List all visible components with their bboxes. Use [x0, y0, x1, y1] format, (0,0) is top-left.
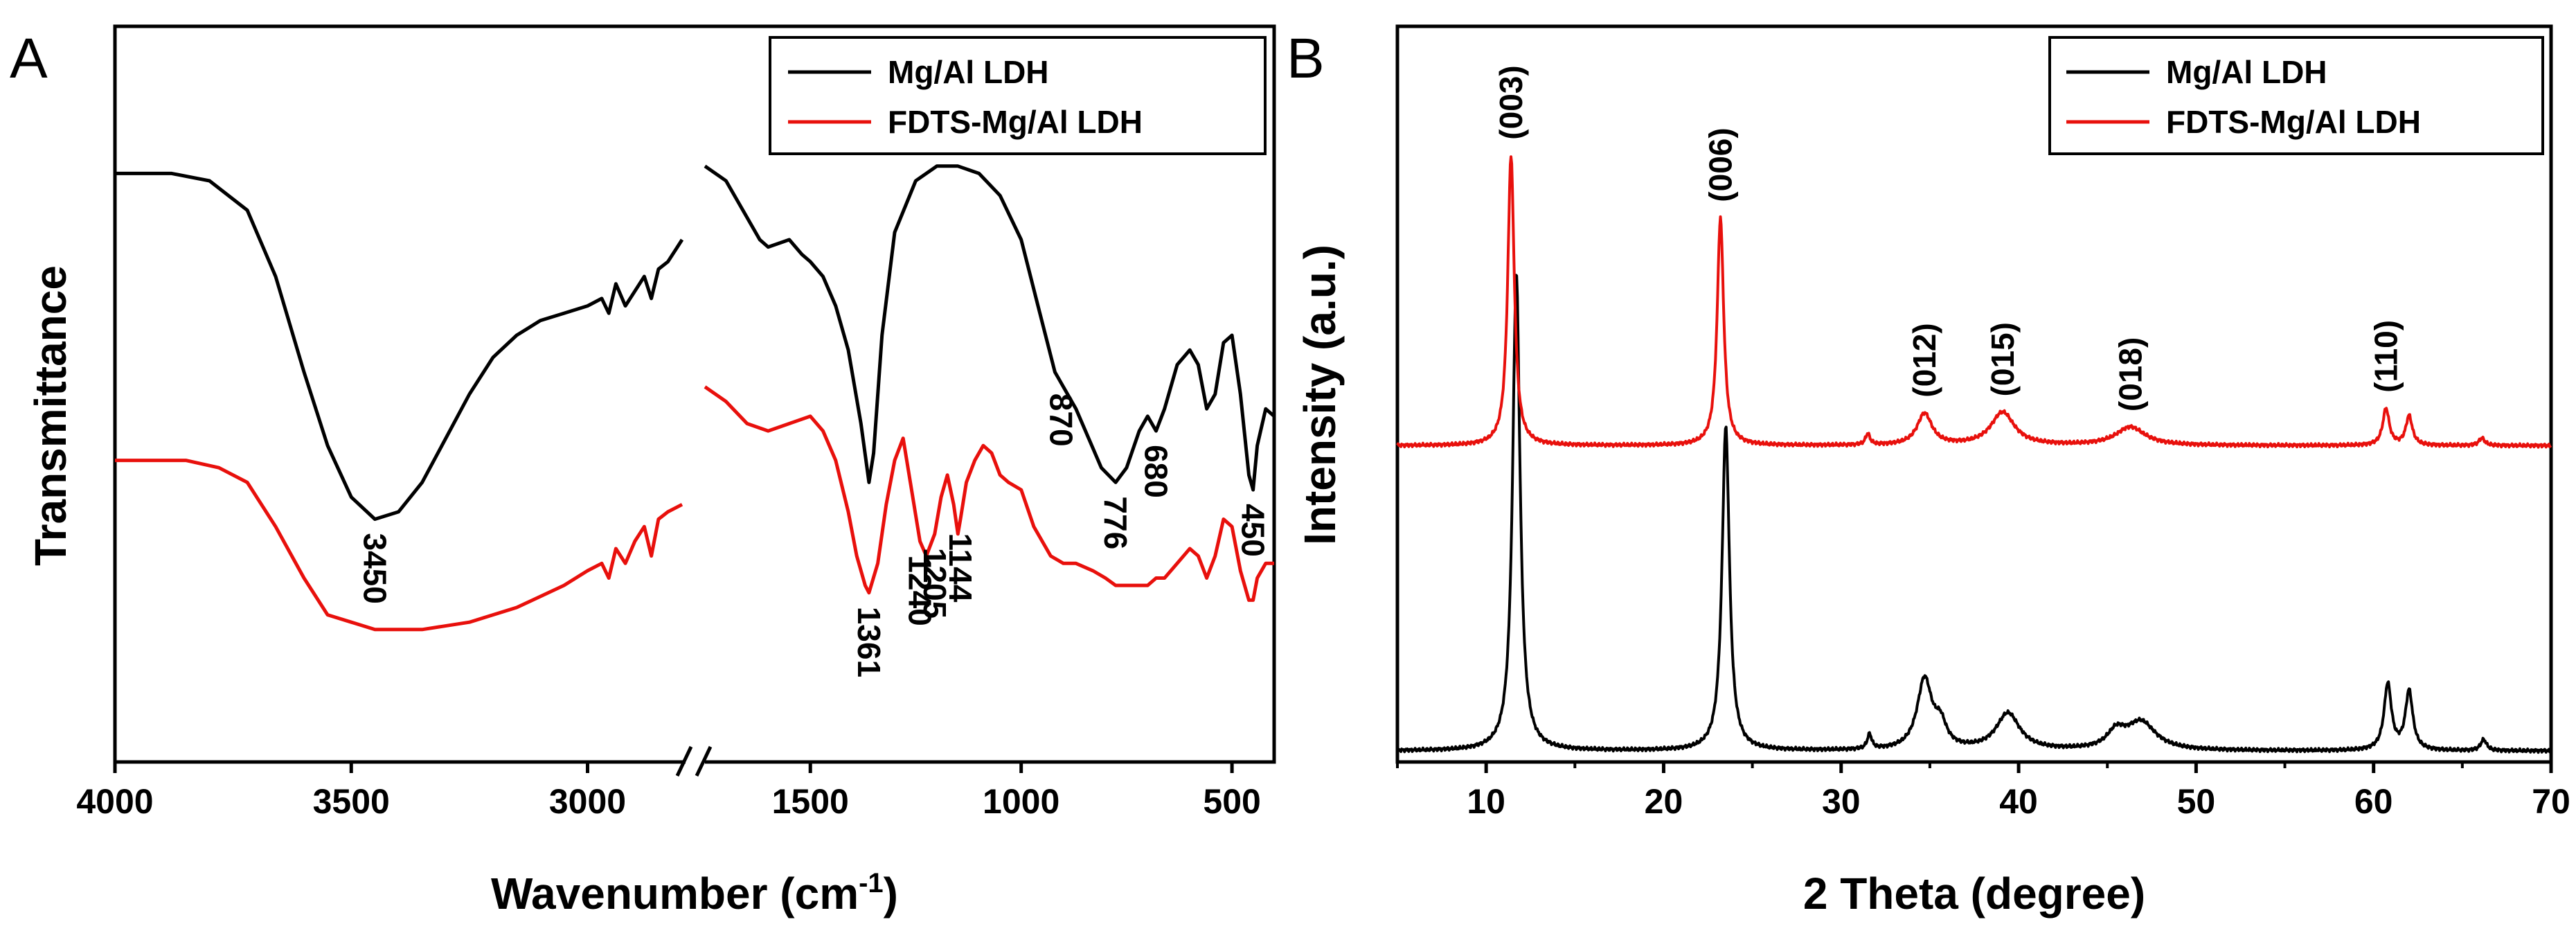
x-tick-label-1000: 1000	[983, 782, 1059, 821]
panel-a-y-axis-title: Transmittance	[26, 265, 75, 566]
peak-label-003: (003)	[1493, 65, 1529, 139]
x-tick-label-30: 30	[1822, 782, 1861, 821]
x-tick-label-40: 40	[1999, 782, 2038, 821]
x-tick-label-500: 500	[1203, 782, 1260, 821]
annotation-3450: 3450	[357, 533, 393, 604]
series-line-mg-al-ldh-segment-2	[704, 164, 1276, 492]
x-tick-label-3500: 3500	[313, 782, 390, 821]
annotation-1361: 1361	[851, 607, 887, 677]
panel-a-x-axis-title: Wavenumber (cm-1)	[491, 868, 898, 919]
panel-b-peak-labels: (003) (006) (012) (015) (018) (110)	[1493, 65, 2404, 411]
annotation-1205: 1205	[917, 548, 953, 619]
x-tick-label-10: 10	[1467, 782, 1505, 821]
series-line-fdts-mg-al-ldh-segment-1	[115, 459, 683, 632]
panel-a-legend-box	[769, 36, 1267, 155]
panel-b-y-axis-title: Intensity (a.u.)	[1295, 245, 1345, 545]
annotation-680: 680	[1138, 445, 1174, 498]
panel-a-x-ticks: 4000 3500 3000 1500 1000 500	[76, 762, 1261, 821]
x-tick-label-3000: 3000	[549, 782, 626, 821]
panel-a-axis-break	[675, 745, 713, 777]
series-line-mg-al-ldh	[1396, 274, 2552, 754]
legend-a-label-mgal: Mg/Al LDH	[888, 54, 1049, 90]
annotation-450: 450	[1235, 504, 1271, 557]
peak-label-006: (006)	[1703, 127, 1739, 202]
panel-a-x-axis-title-end: )	[884, 869, 898, 919]
x-tick-label-4000: 4000	[76, 782, 153, 821]
peak-label-018: (018)	[2113, 337, 2149, 411]
panel-a-x-axis-title-main: Wavenumber (cm	[491, 869, 859, 919]
panel-b-label: B	[1287, 27, 1325, 90]
peak-label-015: (015)	[1985, 322, 2021, 396]
series-line-mg-al-ldh-segment-1	[115, 171, 684, 521]
x-tick-label-60: 60	[2354, 782, 2393, 821]
x-tick-label-20: 20	[1645, 782, 1683, 821]
panel-b: B 10 20 30 40 50 60 70 (003) (006) (012) (015) (01…	[1287, 24, 2570, 919]
panel-a-curves	[115, 164, 1276, 632]
panel-b-curves	[1396, 155, 2552, 754]
panel-b-legend: Mg/Al LDH FDTS-Mg/Al LDH	[2048, 36, 2544, 155]
panel-b-x-ticks: 10 20 30 40 50 60 70	[1396, 762, 2570, 821]
annotation-870: 870	[1044, 393, 1080, 447]
x-tick-label-70: 70	[2532, 782, 2570, 821]
panel-b-legend-box	[2048, 36, 2544, 155]
panel-a-x-axis-title-sup: -1	[859, 868, 884, 898]
peak-label-110: (110)	[2368, 320, 2404, 393]
legend-b-label-fdts: FDTS-Mg/Al LDH	[2166, 104, 2421, 140]
panel-a-label: A	[10, 27, 48, 90]
series-line-fdts-mg-al-ldh-segment-2	[704, 385, 1274, 602]
panel-b-plot-frame	[1395, 24, 2553, 764]
panel-a-legend: Mg/Al LDH FDTS-Mg/Al LDH	[769, 36, 1267, 155]
x-tick-label-50: 50	[2177, 782, 2216, 821]
panel-b-x-axis-title: 2 Theta (degree)	[1803, 869, 2145, 919]
annotation-776: 776	[1098, 496, 1134, 549]
annotation-1240: 1240	[902, 555, 938, 626]
peak-label-012: (012)	[1906, 323, 1942, 397]
legend-a-label-fdts: FDTS-Mg/Al LDH	[888, 104, 1143, 140]
legend-b-label-mgal: Mg/Al LDH	[2166, 54, 2327, 90]
annotation-1144: 1144	[942, 533, 978, 603]
x-tick-label-1500: 1500	[772, 782, 849, 821]
series-line-fdts-mg-al-ldh	[1396, 155, 2552, 449]
